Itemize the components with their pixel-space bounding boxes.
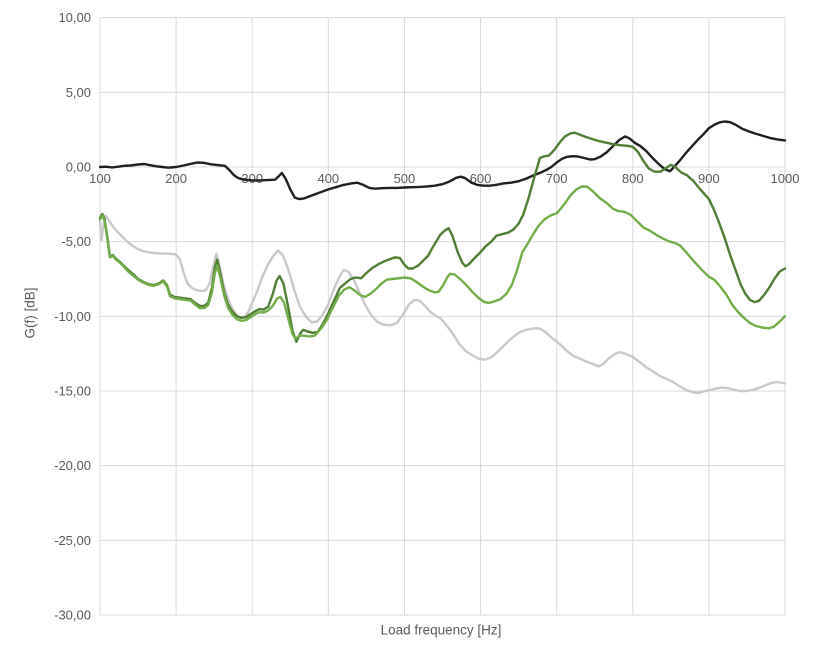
x-tick-label: 300	[241, 171, 263, 186]
y-tick-label: 0,00	[66, 160, 91, 175]
y-tick-label: -10,00	[54, 309, 91, 324]
y-tick-label: -25,00	[54, 533, 91, 548]
x-tick-label: 400	[317, 171, 339, 186]
y-tick-label: -20,00	[54, 458, 91, 473]
x-tick-label: 700	[546, 171, 568, 186]
y-tick-label: -30,00	[54, 607, 91, 622]
x-tick-label: 900	[698, 171, 720, 186]
y-tick-label: 10,00	[58, 10, 91, 25]
x-tick-label: 100	[89, 171, 111, 186]
y-tick-label: 5,00	[66, 85, 91, 100]
y-axis-title: G(f) [dB]	[22, 287, 38, 339]
x-tick-label: 1000	[771, 171, 800, 186]
y-tick-label: -15,00	[54, 383, 91, 398]
x-tick-label: 800	[622, 171, 644, 186]
x-tick-label: 500	[394, 171, 416, 186]
series-gray	[98, 214, 787, 394]
x-tick-label: 600	[470, 171, 492, 186]
x-tick-label: 200	[165, 171, 187, 186]
x-axis-title: Load frequency [Hz]	[380, 622, 502, 638]
series-black	[98, 120, 787, 201]
series-dark-green	[98, 131, 787, 343]
series-light-green	[98, 185, 787, 340]
y-tick-label: -5,00	[61, 234, 91, 249]
